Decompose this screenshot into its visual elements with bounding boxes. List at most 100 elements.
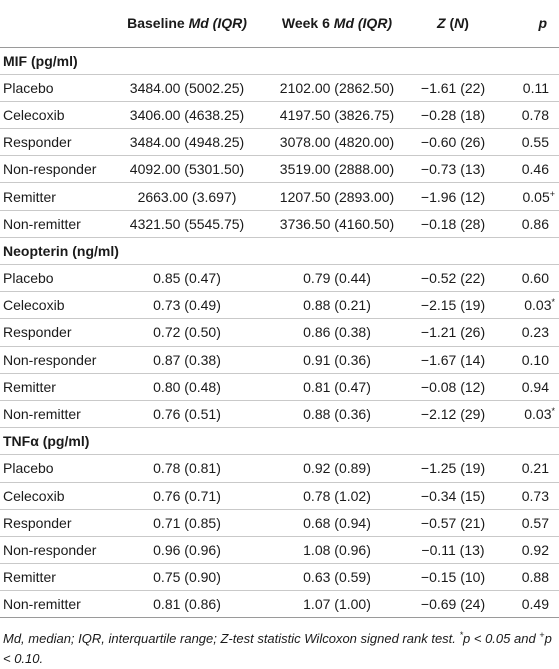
z-statistic-value: −2.15 (19) <box>420 297 486 314</box>
header-label-column <box>0 0 112 48</box>
week6-value: 1207.50 (2893.00) <box>279 188 395 205</box>
baseline-value: 0.73 (0.49) <box>153 297 221 314</box>
baseline-value: 0.96 (0.96) <box>153 541 221 558</box>
table-row: Celecoxib 0.76 (0.71) 0.78 (1.02) −0.34 (15… <box>0 482 559 510</box>
p-value-number: 0.49 <box>521 596 549 613</box>
table-row: Placebo 3484.00 (5002.25) 2102.00 (2862.50… <box>0 74 559 102</box>
p-value-number: 0.23 <box>521 324 549 341</box>
table-row: Celecoxib 3406.00 (4638.25) 4197.50 (3826.… <box>0 101 559 129</box>
significance-mark: * <box>551 297 555 308</box>
z-statistic-value: −1.61 (22) <box>420 79 486 96</box>
baseline-value: 3484.00 (5002.25) <box>129 79 245 96</box>
p-value-number: 0.92 <box>521 541 549 558</box>
p-value-number: 0.78 <box>521 106 549 123</box>
row-label: Celecoxib <box>3 106 65 123</box>
table-header-row: Baseline Md (IQR) Week 6 Md (IQR) Z (N) … <box>0 0 559 48</box>
z-statistic-value: −0.73 (13) <box>420 161 486 178</box>
table-body: MIF (pg/ml) Placebo 3484.00 (5002.25) 2102.… <box>0 47 559 618</box>
baseline-value: 0.80 (0.48) <box>153 378 221 395</box>
p-value: 0.10 <box>494 346 559 373</box>
significance-mark: + <box>549 188 555 199</box>
row-label: Placebo <box>3 270 54 287</box>
z-statistic-value: −0.15 (10) <box>420 569 486 586</box>
week6-value: 0.81 (0.47) <box>303 378 371 395</box>
table-row: Remitter 0.80 (0.48) 0.81 (0.47) −0.08 (12)… <box>0 373 559 401</box>
table-row: Celecoxib 0.73 (0.49) 0.88 (0.21) −2.15 (19… <box>0 292 559 319</box>
section-title: Neopterin (ng/ml) <box>3 242 119 259</box>
p-value: 0.05+ <box>494 183 559 210</box>
z-statistic-value: −1.25 (19) <box>420 460 486 477</box>
p-value: 0.60 <box>494 265 559 292</box>
z-statistic-value: −0.11 (13) <box>421 541 485 558</box>
p-value: 0.55 <box>494 129 559 156</box>
z-statistic-value: −1.67 (14) <box>420 351 486 368</box>
z-statistic-value: −1.96 (12) <box>420 188 486 205</box>
table-footnote: Md, median; IQR, interquartile range; Z-… <box>3 630 552 667</box>
p-value-number: 0.05 <box>522 188 550 205</box>
header-z-statistic: Z (N) <box>412 0 494 48</box>
table-row: Responder 3484.00 (4948.25) 3078.00 (4820.… <box>0 129 559 156</box>
header-week6: Week 6 Md (IQR) <box>262 0 412 48</box>
z-statistic-value: −0.52 (22) <box>420 270 486 287</box>
week6-value: 0.86 (0.38) <box>303 324 371 341</box>
table-row: Placebo 0.78 (0.81) 0.92 (0.89) −1.25 (19) 0… <box>0 455 559 482</box>
p-value-number: 0.46 <box>521 161 549 178</box>
p-value-number: 0.55 <box>521 134 549 151</box>
p-value-number: 0.60 <box>521 270 549 287</box>
z-statistic-value: −0.60 (26) <box>420 134 486 151</box>
p-value: 0.03* <box>494 292 559 319</box>
table-row: Placebo 0.85 (0.47) 0.79 (0.44) −0.52 (22) 0… <box>0 265 559 292</box>
table-row: Non-remitter 0.76 (0.51) 0.88 (0.36) −2.12 … <box>0 400 559 428</box>
week6-value: 1.07 (1.00) <box>303 596 371 613</box>
week6-value: 4197.50 (3826.75) <box>279 106 395 123</box>
baseline-value: 3484.00 (4948.25) <box>129 134 245 151</box>
row-label: Responder <box>3 134 72 151</box>
p-value-number: 0.73 <box>521 487 549 504</box>
z-statistic-value: −0.69 (24) <box>420 596 486 613</box>
table-row: Non-responder 0.96 (0.96) 1.08 (0.96) −0.11… <box>0 536 559 564</box>
baseline-value: 4092.00 (5301.50) <box>129 161 245 178</box>
row-label: Non-responder <box>3 161 97 178</box>
p-value: 0.57 <box>494 509 559 536</box>
baseline-value: 0.87 (0.38) <box>153 351 221 368</box>
p-value: 0.92 <box>494 536 559 563</box>
row-label: Non-responder <box>3 351 97 368</box>
week6-value: 3078.00 (4820.00) <box>279 134 395 151</box>
z-statistic-value: −0.18 (28) <box>420 215 486 232</box>
row-label: Remitter <box>3 188 56 205</box>
p-value-number: 0.10 <box>521 351 549 368</box>
p-value-number: 0.94 <box>521 378 549 395</box>
z-statistic-value: −1.21 (26) <box>420 324 486 341</box>
p-value: 0.11 <box>494 74 559 101</box>
p-value: 0.86 <box>494 210 559 237</box>
week6-value: 2102.00 (2862.50) <box>279 79 395 96</box>
baseline-value: 0.76 (0.51) <box>153 406 221 423</box>
results-table: Baseline Md (IQR) Week 6 Md (IQR) Z (N) … <box>0 0 559 618</box>
section-title: MIF (pg/ml) <box>3 52 78 69</box>
table-row: Non-responder 4092.00 (5301.50) 3519.00 (2… <box>0 156 559 183</box>
baseline-value: 0.85 (0.47) <box>153 270 221 287</box>
p-value-number: 0.57 <box>521 514 549 531</box>
week6-value: 3736.50 (4160.50) <box>279 215 395 232</box>
week6-value: 1.08 (0.96) <box>303 541 371 558</box>
section-header-row: Neopterin (ng/ml) <box>0 237 559 265</box>
p-value: 0.88 <box>494 564 559 591</box>
z-statistic-value: −0.34 (15) <box>420 487 486 504</box>
header-baseline: Baseline Md (IQR) <box>112 0 262 48</box>
week6-value: 0.88 (0.36) <box>303 406 371 423</box>
baseline-value: 0.72 (0.50) <box>153 324 221 341</box>
z-statistic-value: −0.08 (12) <box>420 378 486 395</box>
p-value: 0.78 <box>494 101 559 128</box>
week6-value: 0.92 (0.89) <box>303 460 371 477</box>
p-value-number: 0.03 <box>524 297 552 314</box>
z-statistic-value: −2.12 (29) <box>420 406 486 423</box>
p-value: 0.94 <box>494 373 559 400</box>
section-header-row: MIF (pg/ml) <box>0 47 559 75</box>
table-row: Non-remitter 0.81 (0.86) 1.07 (1.00) −0.69 … <box>0 591 559 618</box>
row-label: Responder <box>3 514 72 531</box>
p-value-number: 0.11 <box>522 79 549 96</box>
row-label: Non-responder <box>3 541 97 558</box>
row-label: Non-remitter <box>3 406 81 423</box>
week6-value: 0.88 (0.21) <box>303 297 371 314</box>
